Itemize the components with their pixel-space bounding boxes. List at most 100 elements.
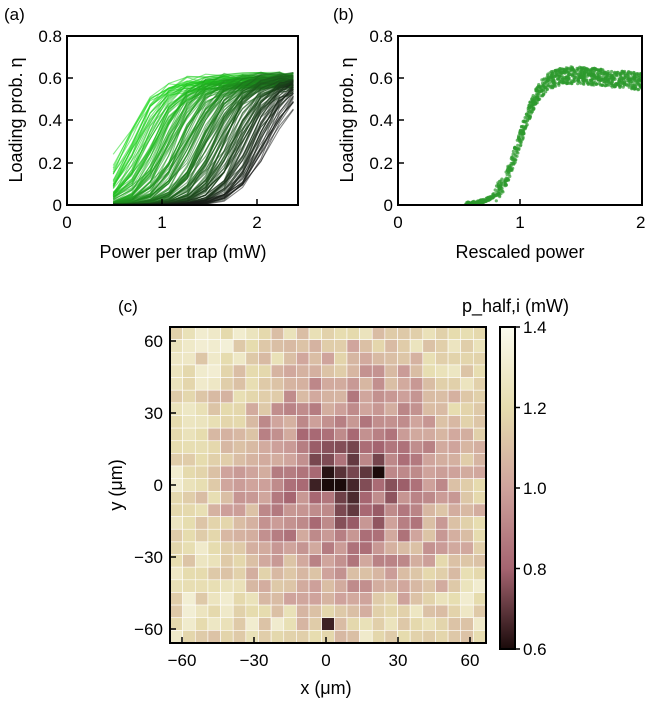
heatmap-cell: [232, 554, 247, 568]
heatmap-cell: [321, 566, 335, 581]
heatmap-cell: [334, 326, 348, 340]
panel-b-point: [497, 193, 501, 198]
heatmap-cell: [283, 415, 297, 429]
heatmap-cell: [435, 566, 449, 581]
panel-b-point: [493, 188, 497, 192]
panel-b-point: [494, 199, 498, 203]
heatmap-cell: [207, 630, 221, 644]
heatmap-cell: [270, 389, 285, 404]
heatmap-cell: [346, 402, 360, 416]
heatmap-cell: [169, 491, 183, 505]
heatmap-cell: [346, 579, 360, 593]
heatmap-cell: [371, 465, 386, 479]
heatmap-cell: [207, 554, 221, 568]
heatmap-cell: [409, 339, 424, 353]
heatmap-cell: [169, 465, 183, 479]
heatmap-cell: [334, 427, 348, 442]
heatmap-cell: [194, 364, 209, 378]
heatmap-cell: [359, 389, 373, 404]
heatmap-cell: [296, 478, 310, 492]
heatmap-cell: [359, 364, 373, 378]
heatmap-cell: [447, 364, 462, 378]
heatmap-cell: [283, 465, 297, 479]
heatmap-cell: [194, 541, 209, 555]
heatmap-cell: [371, 427, 386, 442]
heatmap-cell: [334, 351, 348, 366]
heatmap-cell: [409, 415, 424, 429]
panel-b-point: [536, 98, 540, 102]
panel-b-point: [553, 84, 558, 88]
heatmap-cell: [270, 554, 285, 568]
heatmap-cell: [207, 326, 221, 340]
heatmap-cell: [334, 554, 348, 568]
heatmap-cell: [169, 389, 183, 404]
heatmap-cell: [371, 453, 386, 467]
heatmap-cell: [359, 541, 373, 555]
panel-b-point: [495, 193, 499, 198]
heatmap-cell: [258, 503, 272, 517]
heatmap-cell: [169, 453, 183, 467]
heatmap-cell: [245, 415, 259, 429]
heatmap-cell: [270, 604, 285, 619]
heatmap-cell: [207, 528, 221, 543]
heatmap-cell: [270, 427, 285, 442]
heatmap-cell: [245, 478, 259, 492]
heatmap-cell: [270, 478, 285, 492]
panel-b-point: [546, 82, 550, 86]
heatmap-cell: [194, 453, 209, 467]
panel-b-point: [545, 76, 549, 80]
panel-b-point: [604, 79, 609, 84]
heatmap-cell: [194, 465, 209, 479]
heatmap-cell: [359, 516, 373, 530]
heatmap-cell: [207, 478, 221, 492]
heatmap-cell: [473, 364, 487, 378]
panel-b-point: [549, 74, 553, 78]
heatmap-cell: [194, 592, 209, 606]
panel-c-xtick-1: −30: [240, 651, 269, 670]
heatmap-cell: [346, 566, 360, 581]
heatmap-cell: [384, 541, 398, 555]
panel-b-point: [582, 82, 586, 86]
panel-b-point: [492, 192, 496, 196]
heatmap-cell: [473, 339, 487, 353]
heatmap-cell: [308, 440, 322, 454]
heatmap-cell: [182, 503, 196, 517]
heatmap-cell: [422, 326, 436, 340]
heatmap-cell: [397, 516, 411, 530]
heatmap-cell: [270, 326, 285, 340]
heatmap-cell: [207, 351, 221, 366]
heatmap-cell: [473, 377, 487, 391]
heatmap-cell: [435, 528, 449, 543]
heatmap-cell: [435, 389, 449, 404]
heatmap-cell: [194, 326, 209, 340]
heatmap-cell: [321, 402, 335, 416]
heatmap-cell: [207, 339, 221, 353]
panel-b-point: [618, 72, 623, 76]
heatmap-cell: [460, 503, 474, 517]
heatmap-cell: [283, 491, 297, 505]
heatmap-cell: [346, 592, 360, 606]
heatmap-cell: [321, 339, 335, 353]
heatmap-cell: [296, 453, 310, 467]
heatmap-cell: [194, 402, 209, 416]
heatmap-cell: [384, 415, 398, 429]
heatmap-cell: [435, 491, 449, 505]
heatmap-cell: [232, 465, 247, 479]
heatmap-cell: [220, 377, 234, 391]
heatmap-cell: [422, 617, 436, 631]
heatmap-cell: [220, 541, 234, 555]
heatmap-cell: [346, 541, 360, 555]
heatmap-cell: [359, 528, 373, 543]
heatmap-cell: [422, 630, 436, 644]
panel-b-point: [621, 85, 625, 89]
heatmap-cell: [409, 402, 424, 416]
heatmap-cell: [334, 389, 348, 404]
panel-b-point: [532, 106, 536, 110]
heatmap-cell: [169, 364, 183, 378]
heatmap-cell: [422, 554, 436, 568]
panel-b-point: [572, 76, 576, 80]
heatmap-cell: [220, 630, 234, 644]
heatmap-cell: [460, 566, 474, 581]
heatmap-cell: [182, 465, 196, 479]
panel-b-point: [596, 78, 601, 82]
